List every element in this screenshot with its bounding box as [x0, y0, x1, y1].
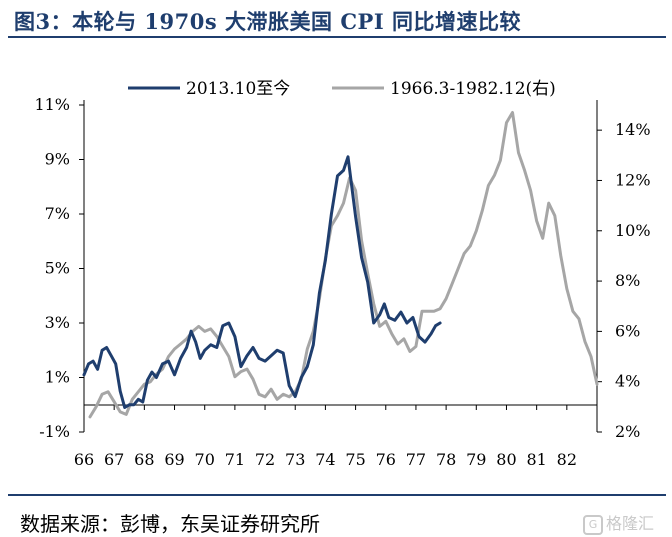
- x-tick-label: 75: [345, 450, 365, 469]
- right-tick-label: 12%: [615, 170, 651, 189]
- x-tick-label: 69: [164, 450, 184, 469]
- title-divider: [8, 36, 666, 38]
- axes-group: -1% 1% 3% 5% 7% 9% 11% 2% 4% 6% 8% 10% 12% 14% 66 67 68 6…: [34, 95, 650, 469]
- x-tick-label: 67: [104, 450, 124, 469]
- x-tick-label: 72: [255, 450, 275, 469]
- x-tick-label: 71: [225, 450, 245, 469]
- x-tick-label: 70: [195, 450, 215, 469]
- right-tick-label: 4%: [615, 372, 640, 391]
- left-tick-label: 3%: [45, 313, 70, 332]
- watermark: G 格隆汇: [582, 510, 654, 535]
- legend-label: 1966.3-1982.12(右): [390, 79, 556, 99]
- watermark-text: 格隆汇: [605, 514, 654, 533]
- x-tick-label: 68: [134, 450, 154, 469]
- x-tick-label: 82: [557, 450, 577, 469]
- left-tick-label: 7%: [45, 204, 70, 223]
- series-line-1966-1982: [88, 111, 599, 419]
- x-tick-label: 81: [526, 450, 546, 469]
- x-tick-label: 73: [285, 450, 305, 469]
- x-tick-label: 80: [496, 450, 516, 469]
- right-tick-label: 10%: [615, 221, 651, 240]
- x-tick-label: 78: [436, 450, 456, 469]
- x-tick-label: 77: [406, 450, 426, 469]
- right-tick-label: 8%: [615, 271, 640, 290]
- chart-title: 图3：本轮与 1970s 大滞胀美国 CPI 同比增速比较: [14, 9, 521, 34]
- footer-divider: [8, 494, 666, 496]
- x-tick-label: 79: [466, 450, 486, 469]
- x-tick-label: 76: [376, 450, 396, 469]
- watermark-logo-icon: G: [582, 514, 603, 535]
- legend-label: 2013.10至今: [186, 79, 290, 99]
- left-tick-label: 11%: [34, 95, 70, 114]
- x-tick-label: 66: [74, 450, 94, 469]
- legend: 2013.10至今 1966.3-1982.12(右): [128, 79, 556, 99]
- left-tick-label: 9%: [45, 150, 70, 169]
- chart: -1% 1% 3% 5% 7% 9% 11% 2% 4% 6% 8% 10% 12% 14% 66 67 68 6…: [34, 79, 650, 469]
- x-tick-label: 74: [315, 450, 335, 469]
- source-note: 数据来源：彭博，东吴证券研究所: [20, 512, 320, 536]
- left-tick-label: -1%: [39, 422, 70, 441]
- series-line-current: [82, 155, 442, 409]
- right-tick-label: 14%: [615, 120, 651, 139]
- series-lines: [82, 111, 599, 419]
- left-tick-label: 1%: [45, 368, 70, 387]
- right-tick-label: 2%: [615, 422, 640, 441]
- left-tick-label: 5%: [45, 259, 70, 278]
- right-tick-label: 6%: [615, 321, 640, 340]
